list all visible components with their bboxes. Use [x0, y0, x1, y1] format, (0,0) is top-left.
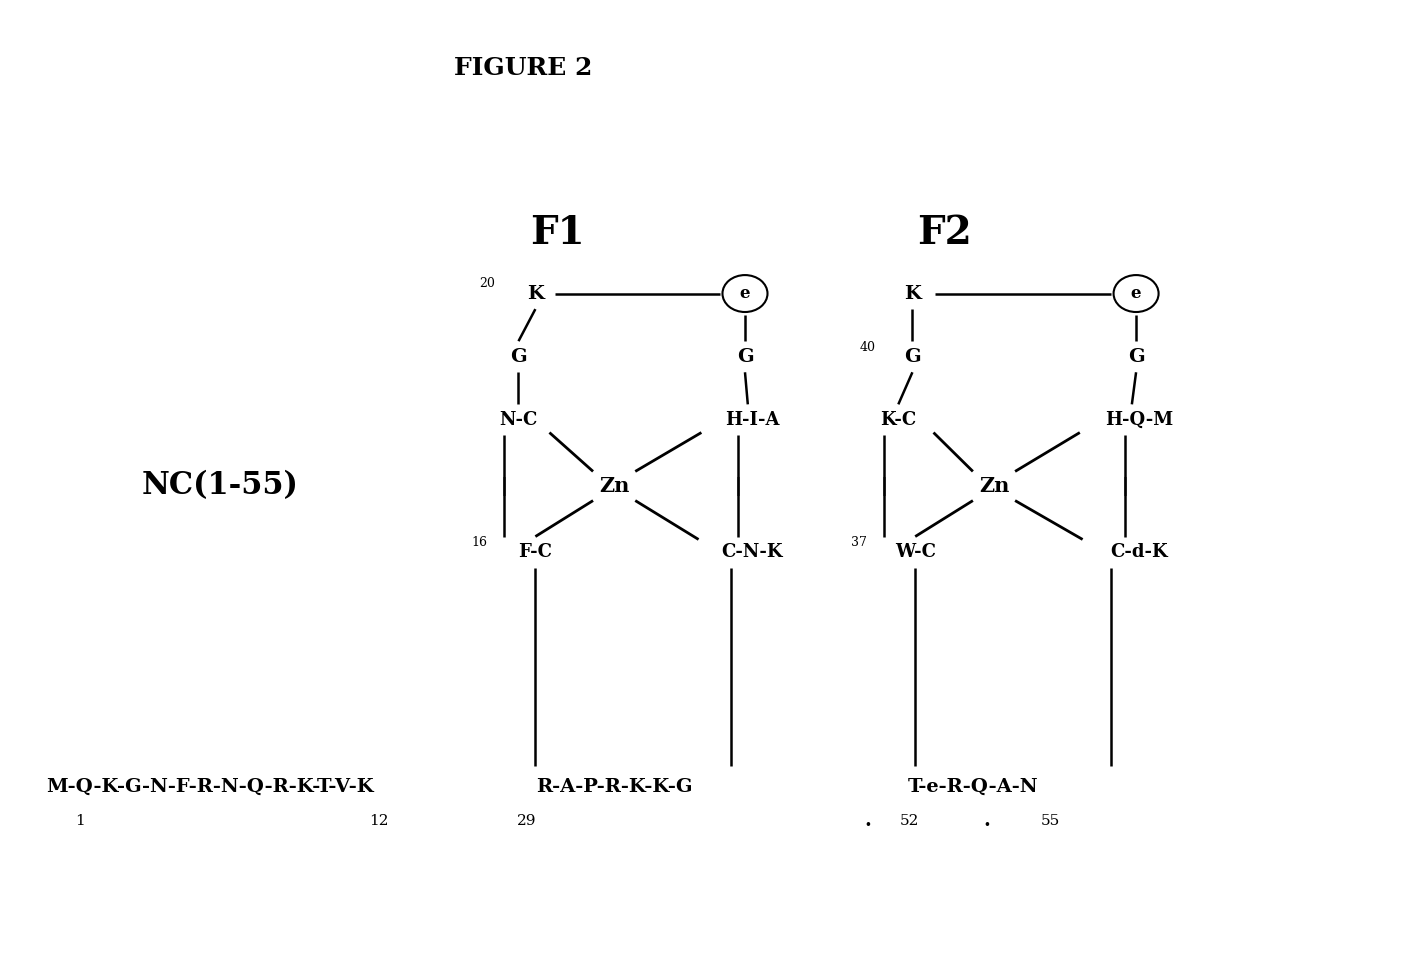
Text: |: |: [734, 476, 741, 496]
Text: 16: 16: [471, 536, 488, 549]
Text: F1: F1: [531, 214, 585, 253]
Text: N-C: N-C: [499, 411, 538, 429]
Text: G: G: [737, 348, 754, 365]
Text: 40: 40: [859, 340, 875, 354]
Text: NC(1-55): NC(1-55): [142, 470, 299, 502]
Text: H-I-A: H-I-A: [724, 411, 779, 429]
Text: |: |: [502, 476, 507, 496]
Text: |: |: [1122, 476, 1129, 496]
Text: G: G: [1127, 348, 1144, 365]
Text: H-Q-M: H-Q-M: [1105, 411, 1174, 429]
Text: T-e-R-Q-A-N: T-e-R-Q-A-N: [907, 779, 1038, 796]
Text: G: G: [510, 348, 527, 365]
Text: M-Q-K-G-N-F-R-N-Q-R-K-T-V-K: M-Q-K-G-N-F-R-N-Q-R-K-T-V-K: [46, 779, 375, 796]
Text: 20: 20: [479, 277, 496, 291]
Text: 1: 1: [75, 815, 85, 828]
Text: K-C: K-C: [881, 411, 916, 429]
Text: 29: 29: [517, 815, 537, 828]
Text: 12: 12: [369, 815, 389, 828]
Text: 52: 52: [900, 815, 919, 828]
Text: e: e: [1131, 285, 1141, 302]
Text: R-A-P-R-K-K-G: R-A-P-R-K-K-G: [535, 779, 692, 796]
Text: K: K: [905, 285, 921, 302]
Text: W-C: W-C: [895, 543, 936, 561]
Text: F-C: F-C: [519, 543, 552, 561]
Text: |: |: [881, 476, 888, 496]
Text: F2: F2: [917, 214, 972, 253]
Text: .: .: [982, 805, 992, 832]
Text: C-N-K: C-N-K: [721, 543, 783, 561]
Text: C-d-K: C-d-K: [1110, 543, 1168, 561]
Text: Zn: Zn: [599, 476, 630, 496]
Text: G: G: [905, 348, 920, 365]
Text: Zn: Zn: [979, 476, 1009, 496]
Text: 55: 55: [1041, 815, 1060, 828]
Text: e: e: [740, 285, 750, 302]
Text: 37: 37: [851, 536, 867, 549]
Text: K: K: [527, 285, 544, 302]
Text: .: .: [862, 805, 872, 832]
Text: FIGURE 2: FIGURE 2: [454, 56, 592, 80]
